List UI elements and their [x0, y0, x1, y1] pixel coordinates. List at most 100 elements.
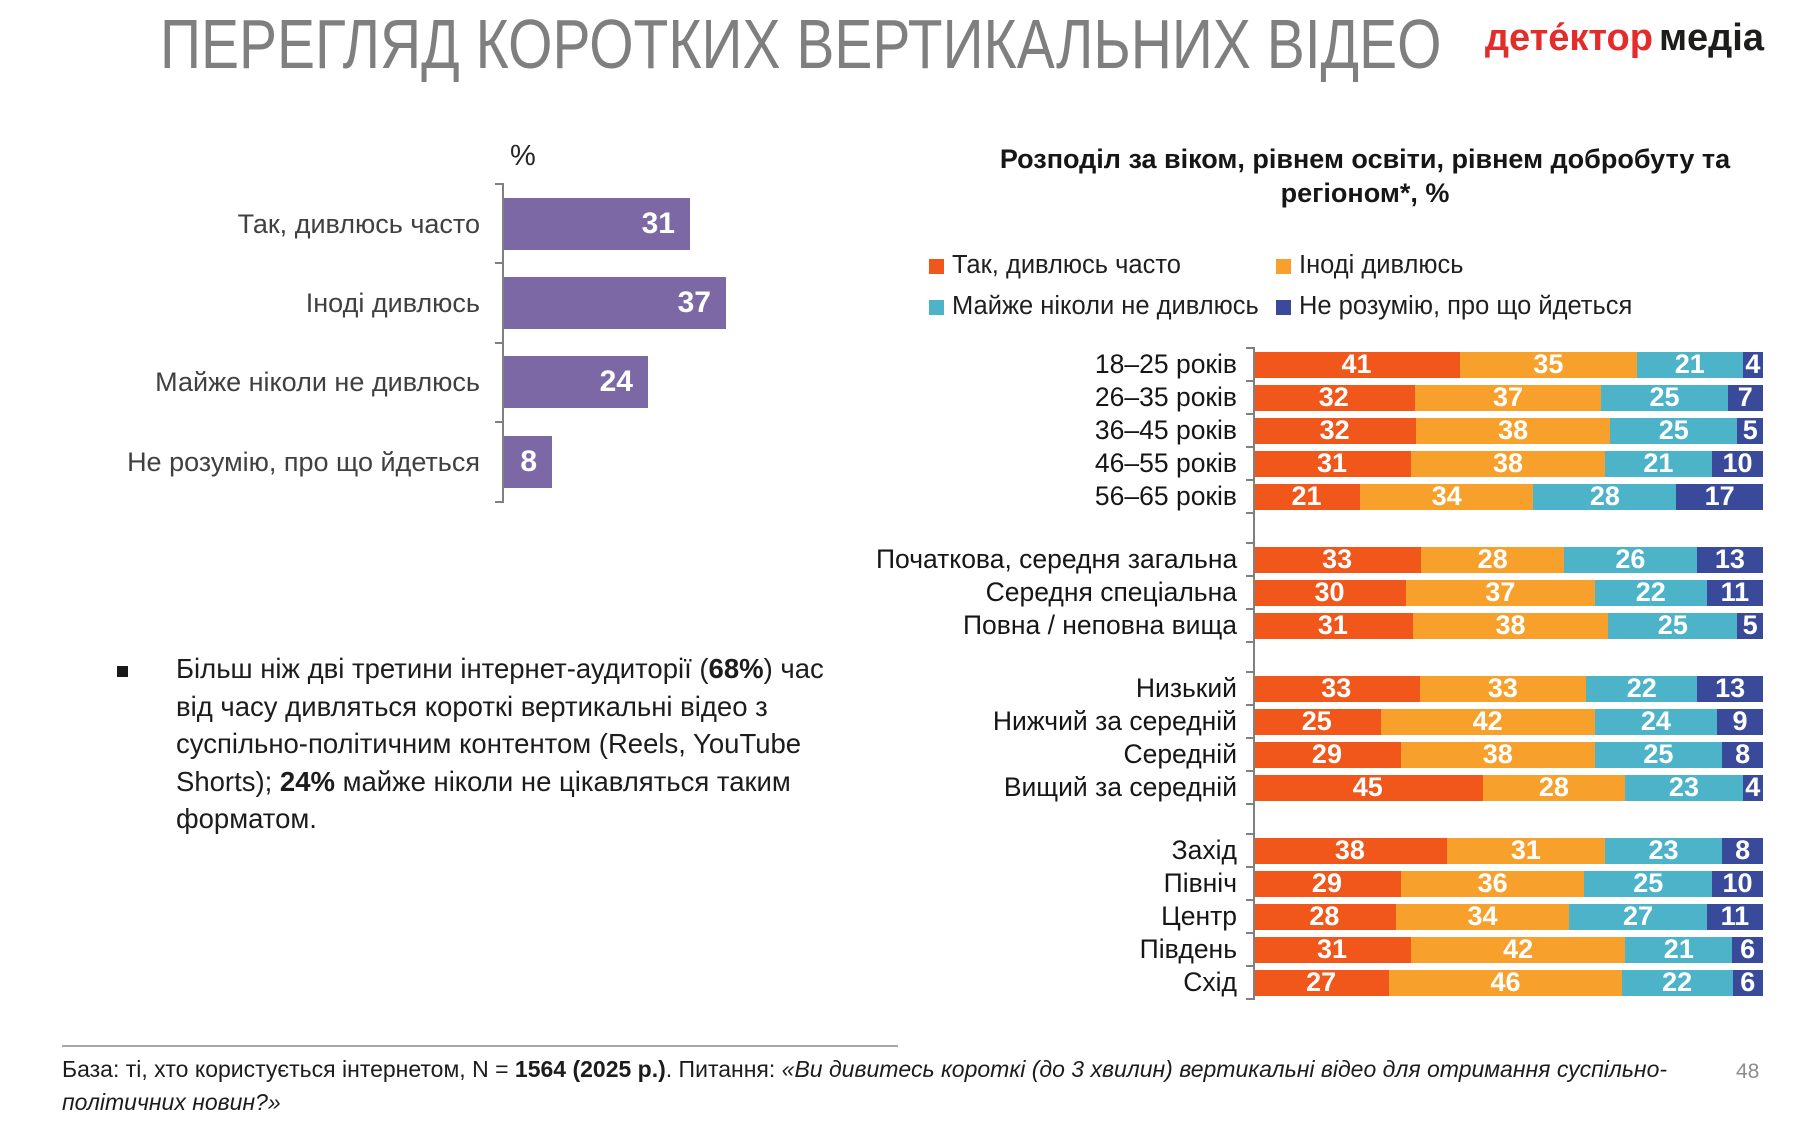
stacked-bar-segment: 32	[1253, 382, 1415, 412]
stacked-bar-segment: 4	[1742, 772, 1763, 802]
stacked-bar-segment: 26	[1564, 544, 1697, 574]
stacked-bar: 27 46 22 6	[1253, 967, 1763, 997]
segment-value-label: 25	[1301, 706, 1332, 736]
stacked-bar-segment: 42	[1380, 706, 1595, 736]
axis-tick	[1246, 899, 1255, 901]
footer-base-value: 1564 (2025 р.)	[514, 1056, 666, 1082]
stacked-bar-segment: 10	[1711, 868, 1763, 898]
segment-value-label: 26	[1615, 544, 1646, 574]
left-chart-rows: Так, дивлюсь часто 31 Іноді дивлюсь 37 Майже…	[100, 184, 860, 502]
stacked-bar-segment: 22	[1621, 967, 1733, 997]
stacked-bar: 31 38 21 10	[1253, 448, 1763, 478]
logo-detektor: дете́ктор	[1484, 17, 1653, 59]
stacked-bar-segment: 11	[1706, 577, 1763, 607]
stacked-bar-segment: 7	[1727, 382, 1763, 412]
legend-item: Іноді дивлюсь	[1276, 251, 1632, 280]
stacked-bar-segment: 9	[1717, 706, 1763, 736]
stacked-bar-segment: 33	[1253, 673, 1420, 703]
segment-value-label: 33	[1321, 673, 1352, 703]
legend-swatch	[1276, 300, 1291, 315]
stacked-chart-rows: 18–25 років 41 35 21 4 26–35 років 32 37 25 7 36–4…	[876, 348, 1776, 999]
stacked-bar-category-label: Схід	[1183, 967, 1237, 997]
segment-value-label: 31	[1317, 610, 1348, 640]
segment-value-label: 10	[1722, 868, 1753, 898]
segment-value-label: 8	[1735, 739, 1751, 769]
axis-tick	[495, 421, 504, 424]
axis-tick	[495, 262, 504, 265]
stacked-bar-segment: 31	[1253, 448, 1412, 478]
segment-value-label: 25	[1633, 868, 1664, 898]
stacked-bar-segment: 31	[1253, 610, 1413, 640]
stacked-bar-segment: 25	[1253, 706, 1381, 736]
segment-value-label: 10	[1722, 448, 1753, 478]
segment-value-label: 28	[1477, 544, 1508, 574]
segment-value-label: 4	[1745, 772, 1761, 802]
segment-value-label: 6	[1740, 967, 1756, 997]
stacked-bar-segment: 34	[1395, 901, 1570, 931]
axis-tick	[1246, 866, 1255, 868]
bar-value-label: 8	[520, 444, 537, 478]
stacked-bar-segment: 37	[1406, 577, 1595, 607]
segment-value-label: 38	[1492, 448, 1524, 478]
segment-value-label: 38	[1498, 415, 1529, 445]
segment-value-label: 25	[1657, 610, 1688, 640]
stacked-bar-segment: 17	[1676, 481, 1763, 511]
stacked-bar-category-label: 26–35 років	[1094, 382, 1237, 412]
stacked-bar: 29 36 25 10	[1253, 868, 1763, 898]
legend-label: Не розумію, про що йдеться	[1299, 292, 1633, 320]
stacked-bar-segment: 25	[1609, 415, 1738, 445]
stacked-bar-row: Північ 29 36 25 10	[876, 867, 1776, 900]
footer-question-text: «Ви дивитесь короткі (до 3 хвилин) верти…	[62, 1056, 1668, 1115]
axis-tick	[495, 183, 504, 185]
legend-label: Майже ніколи не дивлюсь	[952, 292, 1259, 320]
segment-value-label: 21	[1674, 349, 1705, 379]
stacked-bar: 31 42 21 6	[1253, 934, 1763, 964]
stacked-bar-segment: 29	[1253, 868, 1401, 898]
segment-value-label: 7	[1737, 382, 1753, 412]
group-spacer	[876, 804, 1776, 834]
axis-tick	[1246, 542, 1255, 544]
stacked-bar-row: Вищий за середній 45 28 23 4	[876, 771, 1776, 804]
segment-value-label: 25	[1643, 739, 1674, 769]
stacked-bar-segment: 32	[1253, 415, 1417, 445]
bar-value-label: 31	[641, 206, 675, 240]
stacked-bar-row: Низький 33 33 22 13	[876, 672, 1776, 705]
axis-tick	[1246, 641, 1255, 643]
stacked-bar-segment: 31	[1446, 835, 1605, 865]
segment-value-label: 23	[1668, 772, 1699, 802]
stacked-bar-segment: 21	[1625, 934, 1733, 964]
segment-value-label: 42	[1503, 934, 1534, 964]
bar-category-label: Іноді дивлюсь	[305, 288, 480, 319]
stacked-bar-segment: 10	[1711, 448, 1763, 478]
bar-row: Майже ніколи не дивлюсь 24	[100, 343, 860, 422]
bar-row: Іноді дивлюсь 37	[100, 263, 860, 342]
stacked-bar-category-label: 46–55 років	[1094, 448, 1237, 478]
bar-row: Не розумію, про що йдеться 8	[100, 422, 860, 501]
stacked-bar: 28 34 27 11	[1253, 901, 1763, 931]
stacked-bar-segment: 5	[1737, 610, 1763, 640]
axis-tick	[1246, 608, 1255, 610]
stacked-bar-category-label: Початкова, середня загальна	[876, 544, 1238, 574]
stacked-bar-category-label: Південь	[1139, 934, 1237, 964]
segment-value-label: 27	[1306, 967, 1337, 997]
segment-value-label: 33	[1322, 544, 1353, 574]
right-chart-title: Розподіл за віком, рівнем освіти, рівнем…	[999, 144, 1731, 208]
legend-item: Так, дивлюсь часто	[929, 251, 1276, 280]
stacked-bar-segment: 21	[1253, 481, 1361, 511]
stacked-bar: 29 38 25 8	[1253, 739, 1763, 769]
bullet-text-part: Більш ніж дві третини інтернет-аудиторії…	[176, 653, 709, 684]
segment-value-label: 8	[1735, 835, 1751, 865]
stacked-bar-segment: 31	[1253, 934, 1412, 964]
segment-value-label: 30	[1314, 577, 1345, 607]
stacked-bar: 45 28 23 4	[1253, 772, 1763, 802]
legend-label: Іноді дивлюсь	[1299, 251, 1464, 279]
segment-value-label: 28	[1538, 772, 1569, 802]
segment-value-label: 45	[1352, 772, 1383, 802]
segment-value-label: 13	[1715, 673, 1746, 703]
stacked-bar-segment: 35	[1460, 349, 1637, 379]
axis-tick	[495, 500, 504, 503]
segment-value-label: 28	[1309, 901, 1340, 931]
axis-tick	[1246, 737, 1255, 739]
stacked-bar-segment: 28	[1421, 544, 1565, 574]
